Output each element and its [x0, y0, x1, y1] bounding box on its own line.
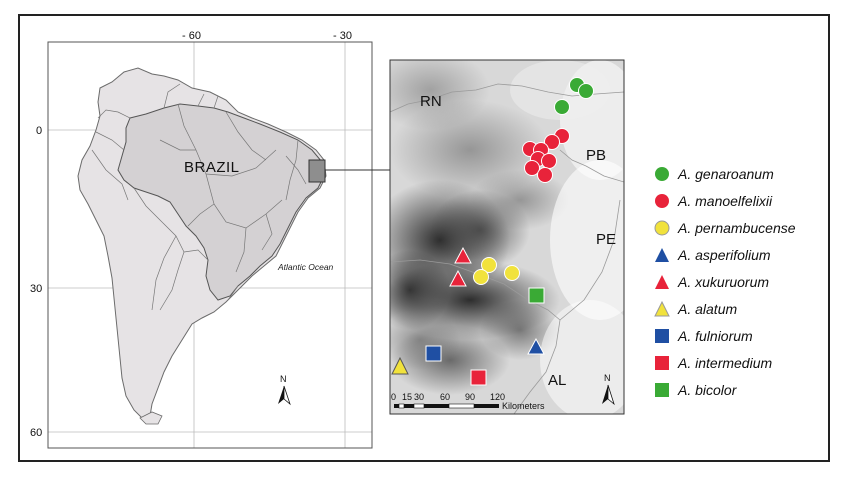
species-legend: A. genaroanum A. manoelfelixii A. pernambu… — [654, 160, 834, 403]
legend-label: A. fulniorum — [678, 327, 753, 344]
marker-xukuruorum — [454, 246, 472, 264]
legend-square-icon — [655, 355, 669, 370]
legend-item: A. intermedium — [654, 349, 834, 376]
tick-left-0: 0 — [36, 125, 42, 137]
marker-pernambucense — [504, 265, 520, 281]
detail-north-arrow: N — [602, 373, 615, 406]
marker-manoelfelixii — [537, 167, 553, 183]
svg-text:15: 15 — [402, 392, 412, 402]
legend-label: A. asperifolium — [678, 246, 771, 263]
state-label-rn: RN — [420, 93, 442, 110]
overview-map-border — [47, 41, 373, 449]
overview-north-arrow: N — [278, 374, 291, 406]
legend-circle-icon — [655, 193, 669, 208]
legend-triangle-icon — [654, 300, 670, 316]
marker-fulniorum — [425, 345, 442, 362]
marker-xukuruorum — [449, 269, 467, 287]
legend-item: A. fulniorum — [654, 322, 834, 349]
legend-square-icon — [655, 328, 669, 343]
marker-pernambucense — [481, 257, 497, 273]
marker-bicolor — [528, 287, 545, 304]
legend-label: A. genaroanum — [678, 165, 774, 182]
legend-label: A. intermedium — [678, 354, 773, 371]
legend-triangle-icon — [655, 247, 669, 262]
legend-label: A. manoelfelixii — [678, 192, 773, 209]
legend-item: A. alatum — [654, 295, 834, 322]
legend-label: A. xukuruorum — [678, 273, 770, 290]
state-label-al: AL — [548, 372, 566, 389]
svg-text:120: 120 — [490, 392, 505, 402]
marker-genaroanum — [554, 99, 570, 115]
country-borders — [91, 83, 239, 311]
tick-left-60: 60 — [30, 427, 42, 439]
legend-item: A. bicolor — [654, 376, 834, 403]
tick-top-60: - 60 — [182, 30, 201, 42]
brazil-state-borders — [159, 103, 307, 273]
legend-label: A. pernambucense — [678, 219, 796, 236]
legend-triangle-icon — [655, 274, 669, 289]
legend-label: A. bicolor — [678, 381, 737, 398]
svg-text:N: N — [280, 374, 287, 384]
tierra-del-fuego — [139, 411, 163, 425]
marker-manoelfelixii — [524, 160, 540, 176]
state-label-pe: PE — [596, 231, 616, 248]
detail-map-border — [389, 59, 625, 415]
marker-manoelfelixii — [544, 134, 560, 150]
legend-item: A. genaroanum — [654, 160, 834, 187]
legend-circle-icon — [655, 166, 669, 181]
legend-square-icon — [655, 382, 669, 397]
marker-manoelfelixii — [541, 153, 557, 169]
svg-text:60: 60 — [440, 392, 450, 402]
ocean-label: Atlantic Ocean — [277, 262, 334, 272]
tick-top-30: - 30 — [333, 30, 352, 42]
country-label-brazil: BRAZIL — [184, 159, 240, 176]
marker-pernambucense — [473, 269, 489, 285]
tick-left-30: 30 — [30, 283, 42, 295]
svg-text:0: 0 — [391, 392, 396, 402]
legend-item: A. asperifolium — [654, 241, 834, 268]
legend-item: A. pernambucense — [654, 214, 834, 241]
state-label-pb: PB — [586, 147, 606, 164]
legend-circle-icon — [654, 220, 670, 235]
scale-bar: 0 15 30 60 90 120 Kilometers — [391, 392, 545, 411]
marker-intermedium — [470, 369, 487, 386]
svg-text:90: 90 — [465, 392, 475, 402]
svg-text:30: 30 — [414, 392, 424, 402]
specimen-markers — [391, 77, 594, 386]
svg-text:N: N — [604, 373, 611, 383]
marker-asperifolium — [527, 337, 545, 355]
marker-genaroanum — [578, 83, 594, 99]
legend-item: A. xukuruorum — [654, 268, 834, 295]
study-area-box — [308, 159, 326, 183]
svg-text:Kilometers: Kilometers — [502, 401, 545, 411]
legend-item: A. manoelfelixii — [654, 187, 834, 214]
legend-label: A. alatum — [678, 300, 738, 317]
marker-alatum — [391, 356, 409, 375]
